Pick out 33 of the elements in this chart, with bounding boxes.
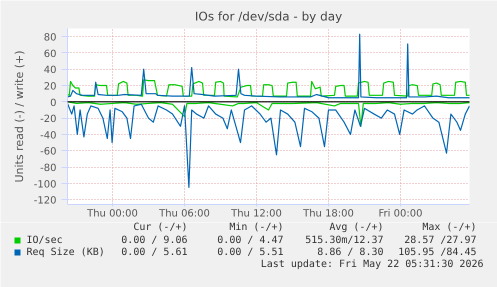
text: Last update: Fri May 22 05:31:30 2026	[260, 259, 484, 270]
text: 515.30m/12.37	[305, 235, 384, 246]
y-tick-label: 0	[50, 98, 57, 109]
y-tick-label: -80	[40, 163, 57, 174]
legend-label: IO/sec	[26, 235, 63, 246]
text: Max (-/+)	[422, 222, 477, 233]
x-tick-label: Thu 18:00	[302, 208, 354, 220]
y-tick-label: 20	[44, 82, 57, 93]
text: 0.00 / 5.51	[217, 247, 284, 258]
text: 105.95 /84.45	[398, 247, 477, 258]
x-tick-label: Thu 06:00	[158, 208, 210, 220]
y-tick-label: -100	[34, 179, 57, 190]
text: Cur (-/+)	[133, 222, 188, 233]
chart-title: IOs for /dev/sda - by day	[194, 10, 342, 24]
text: 28.57 /27.97	[404, 235, 477, 246]
x-tick-label: Thu 12:00	[230, 208, 282, 220]
text: 0.00 / 5.61	[121, 247, 188, 258]
text: 8.86 / 8.30	[317, 247, 384, 258]
x-tick-label: Fri 00:00	[378, 208, 422, 220]
x-tick-label: Thu 00:00	[86, 208, 138, 220]
text: 0.00 / 4.47	[217, 235, 284, 246]
text: 0.00 / 9.06	[121, 235, 188, 246]
y-tick-label: 60	[44, 48, 57, 60]
text: Avg (-/+)	[329, 222, 384, 233]
y-tick-label: -120	[34, 196, 57, 207]
y-tick-label: 40	[44, 65, 57, 76]
y-tick-label: -40	[40, 130, 57, 142]
y-tick-label: -20	[40, 114, 57, 126]
text: Min (-/+)	[229, 222, 284, 233]
y-tick-label: 80	[44, 32, 57, 44]
y-axis-title: Units read (-) / write (+)	[12, 50, 26, 183]
y-tick-label: -60	[40, 146, 57, 158]
legend-label: Req Size (KB)	[26, 247, 105, 258]
